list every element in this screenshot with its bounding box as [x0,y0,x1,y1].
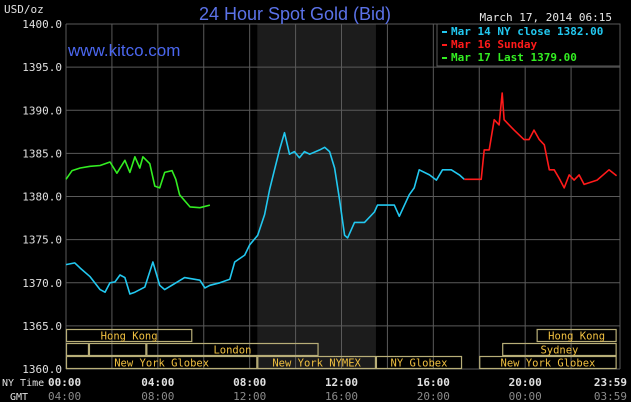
ny-time-label: NY Time [2,378,44,389]
y-tick-label: 1380.0 [22,191,62,204]
session-box [65,328,193,343]
y-tick-label: 1385.0 [22,147,62,160]
y-tick-label: 1375.0 [22,234,62,247]
session-box [88,342,147,357]
legend [436,23,621,67]
session-label: New York NYMEX [272,358,361,370]
session-box [502,342,617,357]
session-label: Hong Kong [101,331,158,343]
session-box [375,355,463,370]
session-box [65,355,258,370]
session-box [257,355,377,370]
x-tick-gmt: 12:00 [233,390,266,402]
series-line-2 [65,156,211,209]
session-box [146,342,319,357]
session-label: Hong Kong [548,331,605,343]
legend-entry: Mar 17 Last 1379.00 [451,51,577,64]
legend-entry: Mar 16 Sunday [451,38,537,51]
timestamp: March 17, 2014 06:15 [480,11,612,24]
y-tick-label: 1360.0 [22,363,62,376]
x-tick-ny: 23:59 [594,376,627,389]
x-tick-ny: 20:00 [509,376,542,389]
legend-entry: Mar 14 NY close 1382.00 [451,25,603,38]
y-tick-label: 1390.0 [22,104,62,117]
x-tick-gmt: 00:00 [509,390,542,402]
series-line-1 [464,92,618,189]
session-label: New York Globex [501,358,596,370]
y-axis-unit: USD/oz [4,3,44,16]
x-tick-ny: 08:00 [233,376,266,389]
x-tick-ny: 12:00 [325,376,358,389]
x-tick-gmt: 08:00 [141,390,174,402]
y-tick-label: 1365.0 [22,320,62,333]
x-tick-ny: 00:00 [48,376,81,389]
session-label: Sydney [540,345,578,357]
y-tick-label: 1395.0 [22,61,62,74]
session-box [65,342,90,357]
session-label: New York Globex [114,358,209,370]
x-tick-gmt: 04:00 [48,390,81,402]
legend-swatch [442,44,447,46]
y-tick-label: 1370.0 [22,277,62,290]
chart-title: 24 Hour Spot Gold (Bid) [199,4,391,24]
session-label: London [213,345,251,357]
session-box [536,328,617,343]
series-line-0 [65,131,465,295]
x-tick-gmt: 03:59 [594,390,627,402]
legend-swatch [442,31,447,33]
x-tick-ny: 16:00 [417,376,450,389]
gmt-label: GMT [10,392,28,402]
x-tick-gmt: 20:00 [417,390,450,402]
session-box [479,355,617,370]
x-tick-ny: 04:00 [141,376,174,389]
legend-swatch [442,57,447,59]
x-tick-gmt: 16:00 [325,390,358,402]
session-label: NY Globex [391,358,448,370]
kitco-watermark: www.kitco.com [67,41,180,60]
y-tick-label: 1400.0 [22,18,62,31]
